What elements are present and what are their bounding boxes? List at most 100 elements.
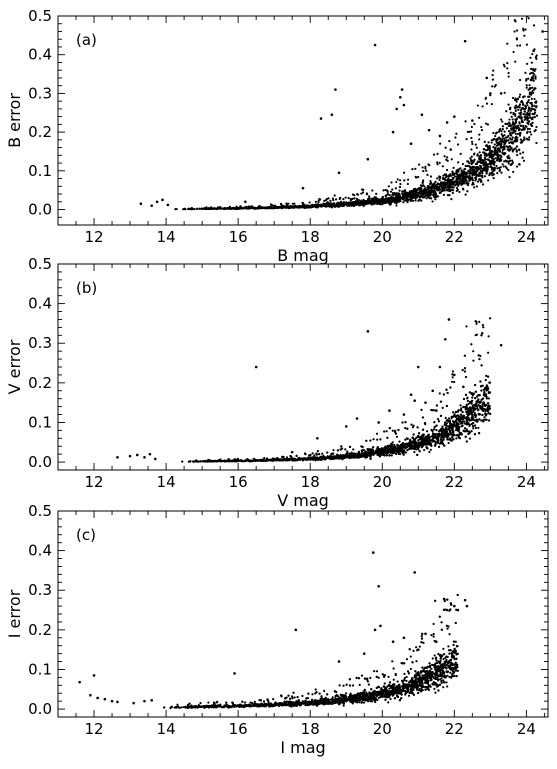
- data-point: [313, 454, 316, 457]
- data-point: [386, 199, 389, 202]
- data-point: [524, 113, 527, 116]
- data-point: [468, 162, 471, 165]
- data-point: [517, 126, 520, 129]
- data-point: [460, 171, 463, 174]
- data-point: [450, 181, 453, 184]
- data-point: [269, 206, 272, 209]
- data-point: [425, 169, 428, 172]
- data-point: [482, 161, 485, 164]
- data-point: [511, 150, 514, 153]
- data-point: [471, 183, 474, 186]
- data-point: [451, 427, 454, 431]
- data-point: [181, 460, 184, 463]
- data-point: [394, 187, 397, 190]
- data-point: [512, 50, 515, 54]
- data-point: [494, 138, 498, 141]
- data-point: [418, 450, 421, 453]
- outlier-point: [395, 107, 398, 111]
- data-point: [467, 402, 470, 406]
- data-point: [450, 158, 453, 161]
- data-point: [416, 426, 419, 429]
- data-point: [406, 195, 409, 198]
- data-point: [532, 91, 535, 94]
- data-point: [515, 127, 518, 130]
- data-point: [441, 177, 445, 180]
- data-point: [518, 78, 522, 82]
- data-point: [525, 102, 529, 105]
- data-point: [198, 207, 201, 210]
- data-point: [518, 122, 521, 125]
- data-point: [460, 407, 463, 410]
- data-point: [465, 138, 468, 141]
- data-point: [365, 192, 368, 195]
- data-point: [238, 207, 241, 210]
- data-point: [470, 166, 473, 169]
- data-point: [430, 187, 433, 190]
- data-point: [334, 198, 338, 201]
- data-point: [507, 129, 511, 133]
- data-point: [229, 207, 233, 210]
- outlier-point: [337, 171, 341, 175]
- data-point: [406, 427, 409, 430]
- data-point: [500, 140, 503, 144]
- data-point: [440, 181, 443, 185]
- data-point: [190, 207, 193, 210]
- data-point: [300, 205, 303, 208]
- data-point: [534, 68, 537, 71]
- data-point: [262, 206, 266, 209]
- data-point: [258, 204, 261, 208]
- data-point: [533, 73, 536, 76]
- x-tick-label: 20: [373, 228, 392, 246]
- data-point: [498, 166, 501, 170]
- data-point: [420, 199, 423, 202]
- data-point: [381, 203, 384, 206]
- data-point: [468, 130, 471, 134]
- data-point: [528, 127, 531, 131]
- data-point: [514, 138, 518, 141]
- data-point: [535, 141, 538, 145]
- data-point: [412, 196, 415, 199]
- data-point: [461, 410, 464, 414]
- data-point: [241, 206, 244, 209]
- data-point: [372, 199, 375, 202]
- data-point: [526, 104, 529, 107]
- data-point: [531, 105, 534, 108]
- data-point: [506, 155, 509, 158]
- data-point: [446, 194, 450, 197]
- data-point: [479, 380, 482, 383]
- data-point: [460, 169, 463, 172]
- data-point: [431, 200, 434, 203]
- data-point: [533, 111, 537, 114]
- data-point: [456, 168, 459, 171]
- data-point: [391, 188, 394, 191]
- data-point: [434, 441, 437, 444]
- data-point: [523, 95, 526, 98]
- data-point: [480, 364, 483, 367]
- data-point: [369, 457, 372, 460]
- data-point: [368, 195, 371, 198]
- data-point: [480, 180, 483, 183]
- data-point: [432, 195, 436, 198]
- data-point: [415, 436, 418, 439]
- outlier-point: [499, 92, 503, 95]
- data-point: [470, 392, 474, 395]
- data-point: [306, 204, 309, 208]
- data-point: [481, 183, 485, 186]
- data-point: [481, 332, 484, 335]
- data-point: [462, 418, 465, 421]
- data-point: [472, 427, 475, 430]
- data-point: [435, 404, 438, 407]
- data-point: [471, 173, 474, 176]
- data-point: [417, 199, 420, 202]
- data-point: [419, 189, 422, 192]
- data-point: [490, 139, 493, 142]
- data-point: [523, 118, 526, 121]
- data-point: [438, 392, 441, 395]
- data-point: [270, 204, 273, 207]
- data-point: [406, 182, 409, 186]
- outlier-point: [139, 202, 143, 206]
- data-point: [396, 443, 399, 446]
- data-point: [511, 118, 514, 121]
- data-point: [464, 165, 467, 168]
